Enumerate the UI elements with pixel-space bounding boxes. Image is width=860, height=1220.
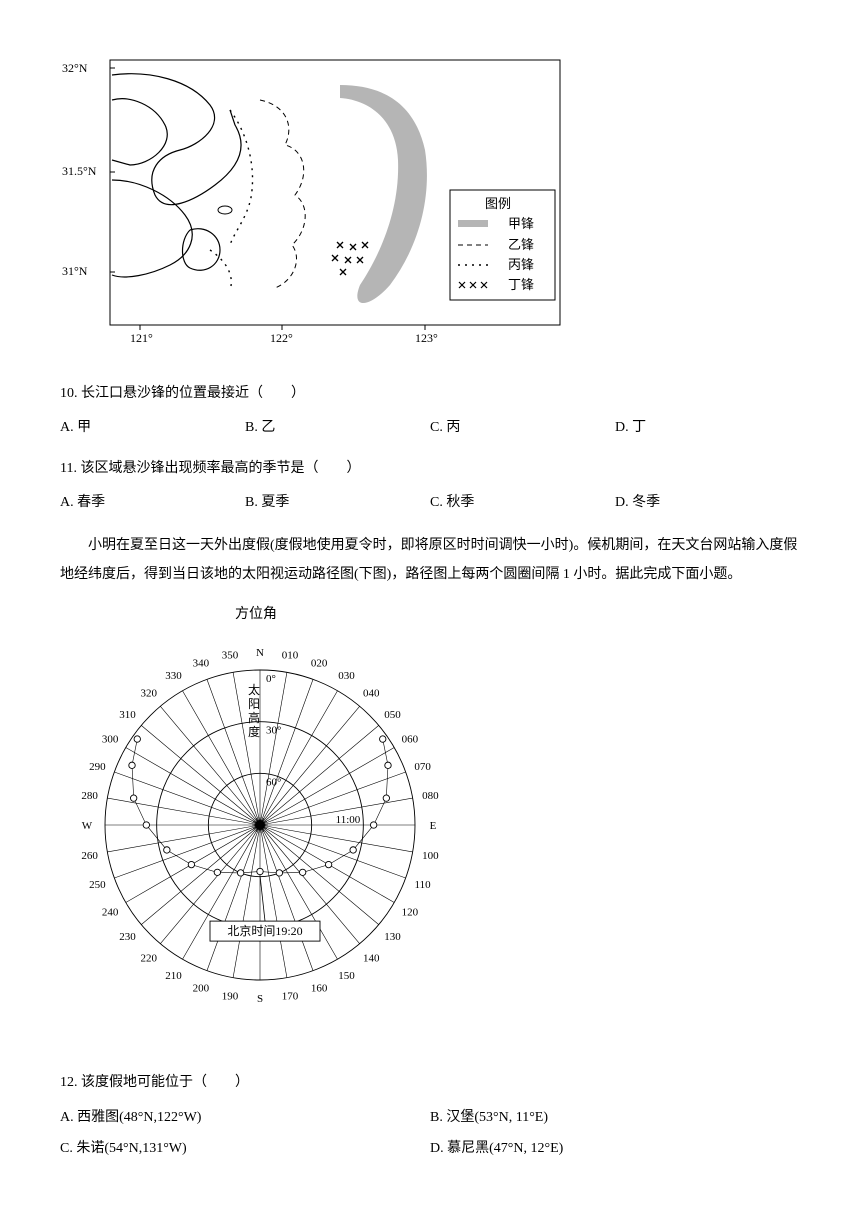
svg-text:太: 太 (248, 682, 260, 697)
question-10: 10. 长江口悬沙锋的位置最接近（ ） (60, 381, 800, 408)
svg-text:010: 010 (282, 649, 299, 661)
svg-text:240: 240 (102, 906, 119, 918)
question-12: 12. 该度假地可能位于（ ） (60, 1070, 800, 1097)
q11-option-d: D. 冬季 (615, 490, 800, 517)
q11-options: A. 春季 B. 夏季 C. 秋季 D. 冬季 (60, 490, 800, 517)
q11-option-a: A. 春季 (60, 490, 245, 517)
svg-text:230: 230 (119, 931, 136, 943)
svg-text:340: 340 (193, 657, 210, 669)
svg-text:310: 310 (119, 709, 136, 721)
q12-option-c: C. 朱诺(54°N,131°W) (60, 1136, 430, 1163)
polar-title: 方位角 (235, 606, 277, 622)
svg-text:200: 200 (193, 982, 210, 994)
svg-text:度: 度 (248, 724, 260, 739)
svg-text:320: 320 (141, 687, 158, 699)
passage-q12: 小明在夏至日这一天外出度假(度假地使用夏令时，即将原区时时间调快一小时)。候机期… (60, 531, 800, 590)
svg-text:11:00: 11:00 (336, 814, 361, 826)
legend-title: 图例 (485, 196, 511, 211)
svg-text:160: 160 (311, 982, 328, 994)
svg-text:040: 040 (363, 687, 380, 699)
map-svg: 32°N 31.5°N 31°N 121° 122° 123° 图例 甲锋 乙锋… (60, 50, 570, 350)
xlabel-123: 123° (415, 331, 438, 345)
svg-text:050: 050 (384, 709, 401, 721)
q12-option-a: A. 西雅图(48°N,122°W) (60, 1105, 430, 1132)
svg-text:300: 300 (102, 733, 119, 745)
svg-text:030: 030 (338, 670, 355, 682)
q10-option-a: A. 甲 (60, 415, 245, 442)
svg-text:北京时间19:20: 北京时间19:20 (227, 924, 302, 938)
q11-option-b: B. 夏季 (245, 490, 430, 517)
svg-text:150: 150 (338, 970, 355, 982)
svg-text:280: 280 (81, 790, 98, 802)
svg-text:0°: 0° (266, 673, 276, 685)
ylabel-31-5n: 31.5°N (62, 164, 97, 178)
legend-item-3: 丁锋 (508, 277, 534, 292)
q10-options: A. 甲 B. 乙 C. 丙 D. 丁 (60, 415, 800, 442)
legend-item-1: 乙锋 (508, 237, 534, 252)
q12-option-d: D. 慕尼黑(47°N, 12°E) (430, 1136, 800, 1163)
ylabel-31n: 31°N (62, 264, 88, 278)
svg-text:140: 140 (363, 952, 380, 964)
svg-text:高: 高 (248, 710, 260, 725)
legend-item-0: 甲锋 (508, 216, 534, 231)
xlabel-121: 121° (130, 331, 153, 345)
svg-text:120: 120 (402, 906, 419, 918)
svg-text:190: 190 (222, 990, 239, 1002)
polar-svg: 方位角 N 010 020 030 040 050060 070 080 E 100 110 120 1… (60, 600, 460, 1040)
map-figure: 32°N 31.5°N 31°N 121° 122° 123° 图例 甲锋 乙锋… (60, 50, 800, 361)
svg-text:170: 170 (282, 990, 299, 1002)
q10-option-c: C. 丙 (430, 415, 615, 442)
q12-options: A. 西雅图(48°N,122°W) B. 汉堡(53°N, 11°E) C. … (60, 1105, 800, 1166)
svg-text:260: 260 (81, 850, 98, 862)
svg-text:070: 070 (414, 761, 431, 773)
svg-text:100: 100 (422, 850, 439, 862)
svg-text:E: E (430, 820, 437, 832)
svg-text:350: 350 (222, 649, 239, 661)
q12-option-b: B. 汉堡(53°N, 11°E) (430, 1105, 800, 1132)
svg-text:130: 130 (384, 931, 401, 943)
q11-option-c: C. 秋季 (430, 490, 615, 517)
svg-text:080: 080 (422, 790, 439, 802)
svg-text:060: 060 (402, 733, 419, 745)
q10-option-b: B. 乙 (245, 415, 430, 442)
xlabel-122: 122° (270, 331, 293, 345)
svg-text:30°: 30° (266, 724, 281, 736)
svg-text:N: N (256, 647, 264, 659)
svg-text:阳: 阳 (248, 697, 260, 711)
polar-figure: 方位角 N 010 020 030 040 050060 070 080 E 100 110 120 1… (60, 600, 800, 1051)
legend-item-2: 丙锋 (508, 257, 534, 272)
svg-text:210: 210 (165, 970, 182, 982)
svg-text:W: W (82, 820, 93, 832)
ylabel-32n: 32°N (62, 61, 88, 75)
svg-text:330: 330 (165, 670, 182, 682)
svg-text:110: 110 (415, 879, 432, 891)
svg-text:220: 220 (141, 952, 158, 964)
svg-text:60°: 60° (266, 776, 281, 788)
svg-text:S: S (257, 993, 263, 1005)
q10-option-d: D. 丁 (615, 415, 800, 442)
svg-text:250: 250 (89, 879, 106, 891)
svg-text:290: 290 (89, 761, 106, 773)
svg-text:020: 020 (311, 657, 328, 669)
question-11: 11. 该区域悬沙锋出现频率最高的季节是（ ） (60, 456, 800, 483)
